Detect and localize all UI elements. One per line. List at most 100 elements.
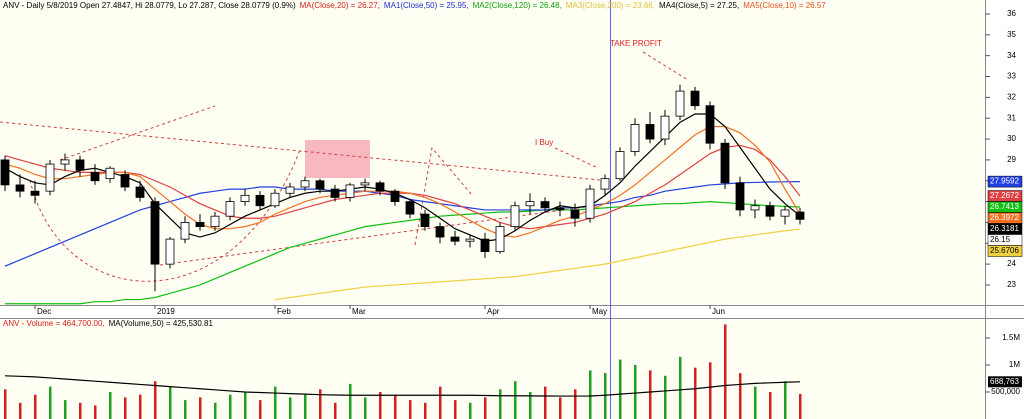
candle-body	[345, 184, 355, 198]
value-label: 688,763	[990, 377, 1019, 386]
candle-body	[195, 222, 205, 228]
candle-body	[630, 124, 640, 152]
volume-bar	[199, 397, 202, 419]
candle-body	[150, 201, 160, 265]
y-tick-label: 30	[1007, 134, 1016, 143]
header-part: MA4(Close,5) = 27.25,	[659, 1, 739, 10]
volume-bar	[229, 394, 232, 419]
candle-body	[360, 182, 370, 186]
value-label-box	[988, 376, 1022, 388]
candle-body	[255, 194, 265, 207]
candle-body	[15, 184, 25, 192]
ma-line	[4, 375, 801, 397]
volume-header: ANV - Volume = 464,700.00, MA(Volume,50) …	[3, 319, 213, 328]
candle-body	[90, 172, 100, 182]
annotation: TAKE PROFIT	[610, 39, 662, 48]
header-part: MA1(Close,50) = 25.95,	[384, 1, 469, 10]
x-tick-label: Dec	[37, 307, 51, 316]
y-tick-label: 34	[1007, 51, 1016, 60]
value-label: 26.3181	[990, 224, 1019, 233]
volume-bar	[484, 397, 487, 419]
y-tick-label: 35	[1007, 30, 1016, 39]
header-part: MA(Volume,50) = 425,530.81	[109, 319, 214, 328]
candle-body	[315, 180, 325, 190]
volume-bar	[649, 370, 652, 419]
trendlines	[0, 51, 689, 282]
candle-body	[135, 186, 145, 198]
volume-bar	[334, 402, 337, 419]
candle-body	[510, 205, 520, 228]
candle-body	[555, 207, 565, 211]
price-plot	[0, 84, 805, 305]
volume-bar	[19, 402, 22, 419]
candle-body	[0, 159, 10, 186]
volume-bar	[754, 386, 757, 419]
candle-body	[75, 159, 85, 171]
candle-body	[300, 180, 310, 188]
volume-bar	[154, 381, 157, 419]
volume-bar	[604, 373, 607, 419]
price-header: ANV - Daily 5/8/2019 Open 27.4847, Hi 28…	[3, 1, 826, 10]
candle-body	[105, 167, 115, 180]
volume-bar	[544, 386, 547, 419]
candle-body	[750, 205, 760, 211]
volume-bar	[439, 386, 442, 419]
volume-bar	[589, 370, 592, 419]
value-label-box	[987, 245, 1023, 257]
zone-box	[305, 140, 370, 178]
candle-body	[735, 182, 745, 211]
volume-bar	[274, 386, 277, 419]
volume-plot	[4, 324, 802, 419]
volume-bar	[319, 389, 322, 419]
candle-body	[180, 222, 190, 240]
volume-bar	[499, 389, 502, 419]
volume-bar	[364, 397, 367, 419]
candle-body	[465, 238, 475, 242]
y-tick-label: 1.5M	[1002, 333, 1020, 342]
candle-body	[660, 115, 670, 140]
volume-bar	[694, 367, 697, 419]
volume-bar	[349, 383, 352, 419]
volume-bar	[184, 400, 187, 419]
annotation: I Buy	[535, 138, 553, 147]
volume-bar	[529, 391, 532, 419]
candle-body	[165, 238, 175, 265]
volume-bar	[34, 394, 37, 419]
candle-body	[675, 90, 685, 117]
volume-bar	[634, 364, 637, 419]
candle-body	[435, 226, 445, 238]
candle-body	[690, 90, 700, 107]
y-tick-label: 32	[1007, 92, 1016, 101]
volume-bar	[619, 359, 622, 419]
header-part: MA2(Close,120) = 26.48,	[473, 1, 562, 10]
candle-body	[30, 190, 40, 196]
candle-body	[615, 151, 625, 180]
candle-body	[480, 238, 490, 253]
price-pane	[0, 0, 985, 305]
candle-body	[330, 188, 340, 198]
candle-body	[780, 209, 790, 217]
volume-bar	[139, 394, 142, 419]
header-part: MA3(Close,200) = 23.66,	[566, 1, 655, 10]
candle-body	[795, 211, 805, 220]
ma-line	[5, 200, 801, 305]
volume-bar	[94, 405, 97, 419]
y-tick-label: 23	[1007, 280, 1016, 289]
volume-bar	[4, 389, 7, 419]
header-part: MA(Close,20) = 26.27,	[300, 1, 380, 10]
candle-body	[225, 201, 235, 217]
volume-bar	[304, 394, 307, 419]
candle-body	[420, 213, 430, 228]
value-label: 26.15	[990, 235, 1011, 244]
candle-body	[585, 188, 595, 219]
volume-bar	[799, 393, 802, 419]
volume-bar	[574, 389, 577, 419]
volume-bar	[169, 386, 172, 419]
candle-body	[765, 205, 775, 217]
value-label: 26.3972	[990, 213, 1019, 222]
candle-body	[240, 194, 250, 202]
candle-body	[705, 105, 715, 144]
volume-bar	[469, 402, 472, 419]
header-part: MA5(Close,10) = 26.57	[743, 1, 826, 10]
